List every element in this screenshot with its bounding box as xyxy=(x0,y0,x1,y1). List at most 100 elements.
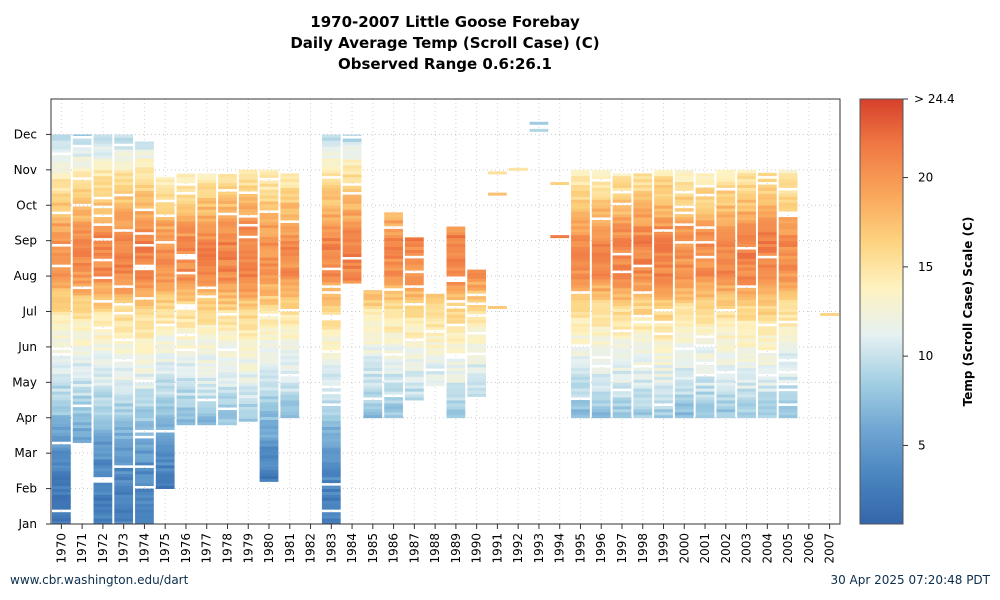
heatmap-cell xyxy=(591,379,611,383)
heatmap-cell xyxy=(342,156,362,160)
heatmap-cell xyxy=(321,193,341,197)
heatmap-cell xyxy=(72,407,92,411)
heatmap-cell xyxy=(321,432,341,436)
heatmap-cell xyxy=(571,367,590,371)
heatmap-cell xyxy=(674,308,694,312)
heatmap-cell xyxy=(778,234,798,239)
heatmap-cell xyxy=(155,220,175,224)
heatmap-cell xyxy=(280,252,300,256)
heatmap-cell xyxy=(654,302,673,306)
heatmap-cell xyxy=(135,326,154,330)
heatmap-cell xyxy=(52,397,71,401)
heatmap-cell xyxy=(155,459,175,463)
heatmap-cell xyxy=(757,222,777,227)
heatmap-cell xyxy=(52,343,71,348)
heatmap-cell xyxy=(674,326,694,330)
heatmap-cell xyxy=(321,220,341,224)
heatmap-cell xyxy=(135,252,154,256)
heatmap-cell xyxy=(197,407,217,411)
heatmap-cell xyxy=(321,515,341,519)
heatmap-cell xyxy=(384,326,403,330)
heatmap-cell xyxy=(155,352,175,357)
heatmap-cell xyxy=(321,276,341,280)
heatmap-cell xyxy=(674,305,694,309)
heatmap-cell xyxy=(197,342,217,346)
heatmap-cell xyxy=(674,335,694,339)
heatmap-cell xyxy=(716,317,736,321)
heatmap-cell xyxy=(612,305,632,309)
heatmap-cell xyxy=(259,422,279,426)
heatmap-cell xyxy=(467,322,487,327)
heatmap-cell xyxy=(612,279,632,283)
heatmap-cell xyxy=(695,414,715,419)
colorbar-label: Temp (Scroll Case) Scale (C) xyxy=(961,217,975,407)
heatmap-cell xyxy=(384,246,403,250)
heatmap-cell xyxy=(654,323,673,327)
heatmap-cell xyxy=(778,414,798,419)
heatmap-cell xyxy=(93,137,113,141)
heatmap-cell xyxy=(176,395,196,399)
heatmap-cell xyxy=(135,190,154,194)
heatmap-cell xyxy=(52,220,71,224)
heatmap-cell xyxy=(176,330,196,334)
heatmap-cell xyxy=(135,441,154,445)
heatmap-cell xyxy=(654,397,673,401)
heatmap-cell xyxy=(155,217,175,221)
heatmap-cell xyxy=(363,379,383,383)
heatmap-cell xyxy=(93,379,113,383)
heatmap-cell xyxy=(135,155,154,159)
heatmap-cell xyxy=(446,290,466,295)
heatmap-cell xyxy=(404,281,424,286)
heatmap-cell xyxy=(633,214,653,218)
heatmap-cell xyxy=(280,222,300,227)
heatmap-cell xyxy=(737,205,756,209)
heatmap-cell xyxy=(778,308,798,312)
heatmap-cell xyxy=(238,220,258,224)
heatmap-cell xyxy=(446,370,466,374)
heatmap-cell xyxy=(135,335,154,339)
heatmap-cell xyxy=(238,323,258,328)
heatmap-cell xyxy=(321,163,341,168)
heatmap-cell xyxy=(467,307,487,312)
heatmap-cell xyxy=(716,341,736,345)
x-tick-label: 1982 xyxy=(304,533,318,564)
heatmap-cell xyxy=(321,447,341,451)
heatmap-cell xyxy=(135,438,154,442)
heatmap-cell xyxy=(155,258,175,262)
heatmap-cell xyxy=(716,246,736,250)
heatmap-cell xyxy=(155,181,175,185)
heatmap-cell xyxy=(654,187,673,191)
heatmap-cell xyxy=(695,308,715,312)
heatmap-cell xyxy=(674,385,694,389)
heatmap-cell xyxy=(591,279,611,283)
heatmap-cell xyxy=(778,284,798,289)
heatmap-cell xyxy=(155,187,175,191)
heatmap-cell xyxy=(52,361,71,366)
heatmap-cell xyxy=(757,305,777,309)
x-tick-label: 1983 xyxy=(324,533,338,564)
heatmap-cell xyxy=(716,352,736,357)
heatmap-cell xyxy=(695,332,715,336)
heatmap-cell xyxy=(176,368,196,373)
heatmap-cell xyxy=(778,323,798,327)
heatmap-cell xyxy=(737,193,756,197)
heatmap-cell xyxy=(52,473,71,478)
heatmap-cell xyxy=(52,166,71,171)
heatmap-cell xyxy=(757,293,777,298)
heatmap-cell xyxy=(52,267,71,271)
heatmap-cell xyxy=(571,234,590,239)
heatmap-cell xyxy=(218,386,237,390)
heatmap-cell xyxy=(135,237,154,242)
heatmap-cell xyxy=(259,466,279,471)
heatmap-cell xyxy=(778,302,798,306)
heatmap-cell xyxy=(757,264,777,268)
heatmap-cell xyxy=(467,366,487,371)
heatmap-cell xyxy=(280,237,300,242)
heatmap-cell xyxy=(591,284,611,289)
heatmap-cell xyxy=(778,264,798,268)
heatmap-cell xyxy=(114,261,134,265)
heatmap-cell xyxy=(114,267,134,271)
heatmap-cell xyxy=(695,173,715,177)
heatmap-cell xyxy=(695,202,715,206)
heatmap-cell xyxy=(757,329,777,333)
